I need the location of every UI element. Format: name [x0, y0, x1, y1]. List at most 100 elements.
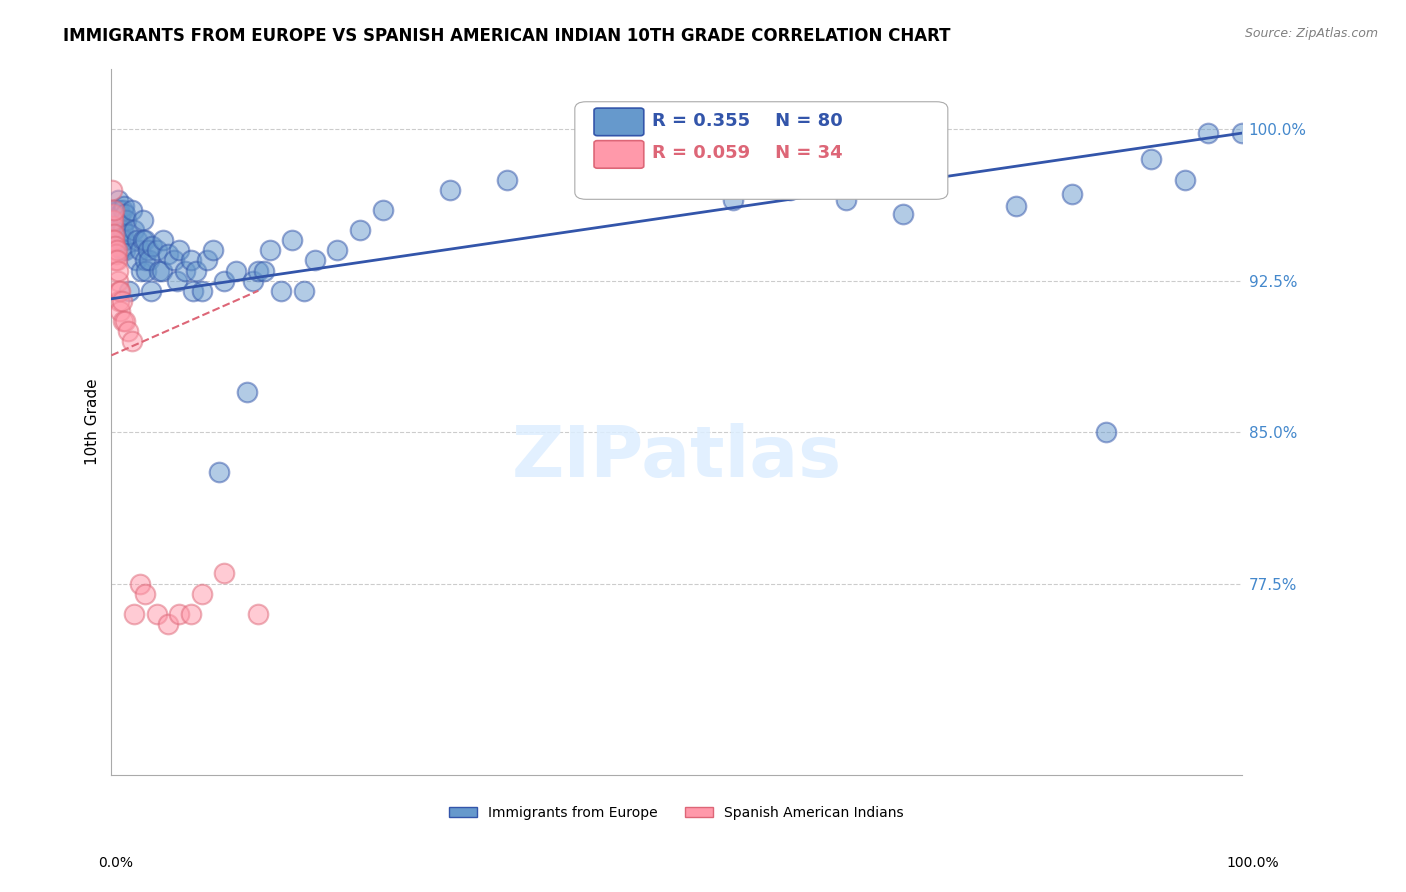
- Point: [779, 183, 801, 197]
- Point: [281, 233, 304, 247]
- Legend: Immigrants from Europe, Spanish American Indians: Immigrants from Europe, Spanish American…: [444, 800, 910, 825]
- Point: [208, 466, 231, 480]
- Point: [150, 263, 173, 277]
- Point: [105, 244, 128, 258]
- Point: [108, 217, 131, 231]
- Point: [107, 223, 129, 237]
- Point: [108, 202, 131, 217]
- Point: [114, 314, 136, 328]
- Point: [166, 274, 188, 288]
- Point: [259, 244, 281, 258]
- Point: [101, 183, 124, 197]
- Point: [181, 284, 204, 298]
- Point: [117, 324, 139, 338]
- Point: [104, 247, 127, 261]
- Text: R = 0.059    N = 34: R = 0.059 N = 34: [652, 145, 842, 162]
- Point: [110, 233, 132, 247]
- Point: [108, 284, 131, 298]
- Point: [247, 263, 270, 277]
- Point: [117, 227, 139, 241]
- Point: [134, 233, 156, 247]
- Point: [197, 253, 219, 268]
- Point: [128, 576, 150, 591]
- Point: [180, 607, 202, 621]
- Point: [128, 244, 150, 258]
- Point: [1095, 425, 1118, 439]
- Point: [186, 263, 208, 277]
- Text: IMMIGRANTS FROM EUROPE VS SPANISH AMERICAN INDIAN 10TH GRADE CORRELATION CHART: IMMIGRANTS FROM EUROPE VS SPANISH AMERIC…: [63, 27, 950, 45]
- Point: [253, 263, 276, 277]
- Point: [105, 253, 128, 268]
- Point: [110, 219, 132, 233]
- Point: [156, 617, 179, 632]
- Point: [167, 607, 190, 621]
- Point: [110, 304, 132, 318]
- Point: [104, 253, 127, 268]
- Point: [121, 202, 143, 217]
- Point: [110, 207, 132, 221]
- Point: [1197, 126, 1219, 140]
- Point: [242, 274, 264, 288]
- Point: [1174, 172, 1197, 186]
- Point: [148, 263, 170, 277]
- Point: [270, 284, 292, 298]
- Point: [112, 233, 135, 247]
- Point: [111, 202, 134, 217]
- Point: [134, 587, 156, 601]
- Point: [125, 253, 148, 268]
- Point: [891, 207, 914, 221]
- Point: [110, 244, 132, 258]
- Point: [162, 253, 184, 268]
- Point: [145, 244, 167, 258]
- Point: [191, 587, 214, 601]
- Point: [202, 244, 225, 258]
- Point: [103, 227, 125, 241]
- Point: [112, 199, 135, 213]
- Point: [105, 209, 128, 223]
- Point: [439, 183, 461, 197]
- Point: [110, 293, 132, 308]
- Point: [139, 284, 162, 298]
- Text: 0.0%: 0.0%: [98, 856, 134, 871]
- Point: [104, 207, 127, 221]
- Point: [101, 233, 124, 247]
- Point: [103, 233, 125, 247]
- Point: [156, 247, 179, 261]
- Point: [152, 233, 174, 247]
- Point: [132, 213, 155, 227]
- Point: [101, 213, 124, 227]
- FancyBboxPatch shape: [595, 108, 644, 136]
- Point: [105, 219, 128, 233]
- Point: [214, 566, 236, 581]
- Point: [110, 284, 132, 298]
- Point: [721, 193, 744, 207]
- Point: [191, 284, 214, 298]
- Point: [326, 244, 349, 258]
- Point: [180, 253, 202, 268]
- Point: [114, 207, 136, 221]
- Point: [114, 244, 136, 258]
- Point: [115, 213, 138, 227]
- Point: [1140, 153, 1163, 167]
- FancyBboxPatch shape: [595, 141, 644, 169]
- Point: [121, 334, 143, 349]
- Y-axis label: 10th Grade: 10th Grade: [86, 379, 100, 466]
- Point: [292, 284, 315, 298]
- Point: [118, 284, 141, 298]
- Text: 100.0%: 100.0%: [1227, 856, 1279, 871]
- Point: [108, 293, 131, 308]
- Point: [136, 244, 159, 258]
- Text: ZIPatlas: ZIPatlas: [512, 423, 842, 491]
- Point: [101, 207, 124, 221]
- Point: [496, 172, 519, 186]
- Point: [101, 213, 124, 227]
- Point: [134, 253, 156, 268]
- Point: [167, 244, 190, 258]
- Point: [104, 239, 127, 253]
- Point: [103, 202, 125, 217]
- Point: [236, 384, 259, 399]
- Point: [107, 274, 129, 288]
- Point: [104, 202, 127, 217]
- Point: [214, 274, 236, 288]
- Point: [129, 263, 152, 277]
